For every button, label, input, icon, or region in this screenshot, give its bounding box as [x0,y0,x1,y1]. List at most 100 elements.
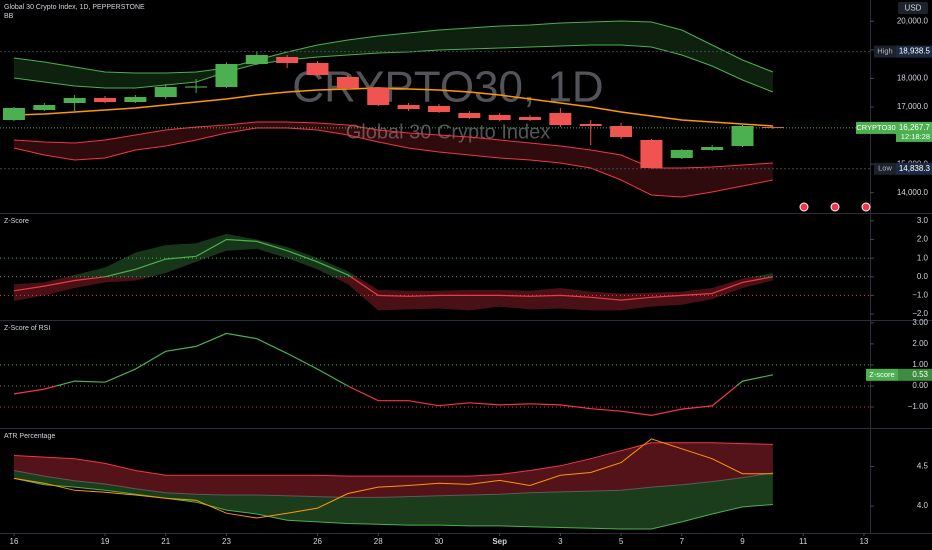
y-tick-label: 14,000.0 [897,188,929,197]
y-tick-label: 2.00 [912,339,928,348]
candle-body [63,98,86,103]
watermark-subtitle: Global 30 Crypto Index [346,121,551,143]
candle-body [367,88,390,105]
event-icon[interactable] [799,202,809,212]
z-line [13,332,774,417]
event-icon[interactable] [861,202,871,212]
band-fill [13,21,773,92]
price-name-box [874,45,896,58]
pane-title: Z-Score [4,218,29,225]
candle-body [185,86,208,88]
currency-box[interactable] [898,2,928,14]
candle-body [215,64,238,87]
x-tick-label: 7 [680,537,685,546]
candle-body [670,150,693,158]
candle-body [306,63,329,75]
x-tick-label: 13 [859,537,868,546]
y-tick-label: 1.00 [912,360,928,369]
z-line [13,238,774,301]
price-value-box [896,162,932,175]
symbol-box [856,121,896,134]
pane-title: ATR Percentage [4,433,55,440]
x-tick-label: 23 [222,537,231,546]
bb-line [13,127,773,198]
candle-body [2,108,25,120]
y-tick-label: 17,000.0 [897,102,929,111]
value-name: Z-score [869,370,894,379]
candle-body [94,98,117,102]
x-tick-label: 5 [619,537,624,546]
y-tick-label: 1.0 [917,253,929,262]
y-tick-label: 0.00 [912,381,928,390]
last-price-box [896,121,932,142]
y-tick-label: −1.00 [908,402,929,411]
candle-body [761,127,784,128]
x-tick-label: 19 [101,537,110,546]
candle-body [336,77,359,88]
atr-line [13,477,773,530]
x-tick-label: 9 [740,537,745,546]
candle-body [276,57,299,63]
y-tick-label: 3.00 [912,318,928,327]
band-fill [13,470,773,530]
chart-title: Global 30 Crypto Index, 1D, PEPPERSTONE [4,4,145,11]
candle-body [488,115,511,120]
candle-body [610,126,633,137]
atr-line [13,438,773,519]
last-price: 16,267.7 [899,123,931,132]
x-tick-label: 21 [161,537,170,546]
pane-title: Z-Score of RSI [4,325,50,332]
y-tick-label: −2.0 [912,309,928,318]
countdown: 12:18:28 [901,132,930,141]
candle-body [427,106,450,112]
value-box [898,368,932,381]
bb-line [13,20,774,74]
x-tick-label: 26 [313,537,322,546]
band-fill [13,233,773,311]
price-name: Low [878,164,892,173]
price-value: 14,838.3 [899,164,931,173]
x-tick-label: 28 [374,537,383,546]
x-tick-label: 11 [799,537,808,546]
candle-body [124,97,147,102]
y-tick-label: 3.0 [917,216,929,225]
event-icon[interactable] [830,202,840,212]
last-value: 0.53 [912,370,928,379]
price-name: High [877,47,892,56]
atr-line [13,470,773,498]
indicator-name: BB [4,13,14,20]
price-value-box [896,45,932,58]
x-tick-label: 3 [558,537,563,546]
currency[interactable]: USD [905,4,922,13]
y-tick-label: 0.0 [917,272,929,281]
x-tick-label: 30 [434,537,443,546]
candle-body [519,117,542,120]
candle-body [154,87,177,97]
band-fill [13,442,773,498]
band-fill [13,122,773,197]
y-tick-label: 2.0 [917,235,929,244]
candle-body [245,55,268,64]
price-value: 18,938.5 [899,47,931,56]
symbol-label: CRYPTO30 [856,123,895,132]
value-name-box [866,368,898,381]
x-tick-label: Sep [492,537,507,546]
candle-body [458,113,481,118]
candle-body [640,140,663,168]
candle-body [701,147,724,150]
y-tick-label: 20,000.0 [897,16,929,25]
candle-body [579,124,602,126]
candle-body [731,126,754,146]
atr-line [13,442,773,477]
candle-body [397,105,420,109]
y-tick-label: 4.0 [917,501,929,510]
x-tick-label: 16 [10,537,19,546]
y-tick-label: 4.5 [917,462,929,471]
price-name-box [874,162,896,175]
bb-line [13,44,774,93]
y-tick-label: −1.0 [912,291,928,300]
candle-body [549,113,572,125]
bb-line [13,87,773,127]
